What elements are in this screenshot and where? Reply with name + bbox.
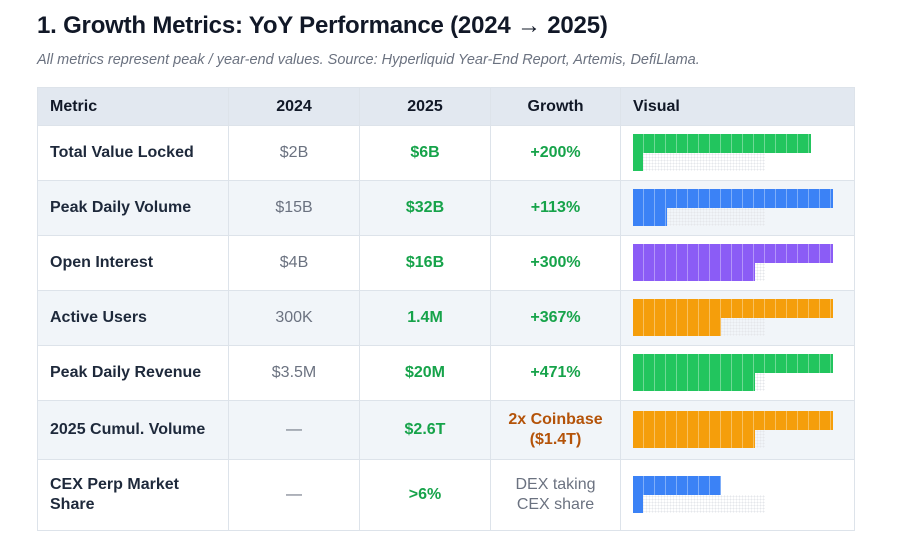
growth-value: +471%	[490, 345, 621, 401]
value-2025: $2.6T	[359, 400, 491, 460]
comparison-bar	[633, 354, 833, 392]
value-2024: $2B	[228, 125, 360, 181]
value-2025: $16B	[359, 235, 491, 291]
value-2024: —	[228, 400, 360, 460]
comparison-bar	[633, 134, 833, 172]
metric-name: Peak Daily Revenue	[37, 345, 229, 401]
visual-cell	[620, 459, 855, 531]
table-row: Peak Daily Revenue $3.5M $20M +471%	[37, 345, 855, 401]
value-2024: $3.5M	[228, 345, 360, 401]
visual-cell	[620, 345, 855, 401]
bar-2024	[633, 208, 667, 226]
metric-name: Peak Daily Volume	[37, 180, 229, 236]
bar-track	[633, 495, 765, 513]
value-2025: $6B	[359, 125, 491, 181]
table-row: Open Interest $4B $16B +300%	[37, 235, 855, 291]
metric-name: Total Value Locked	[37, 125, 229, 181]
header-2025: 2025	[359, 87, 491, 126]
visual-cell	[620, 400, 855, 460]
page-subtitle: All metrics represent peak / year-end va…	[37, 52, 700, 68]
bar-2025	[633, 299, 833, 318]
comparison-bar	[633, 476, 833, 514]
table-header-row: Metric 2024 2025 Growth Visual	[37, 87, 855, 126]
metric-name: 2025 Cumul. Volume	[37, 400, 229, 460]
table-row: Total Value Locked $2B $6B +200%	[37, 125, 855, 181]
bar-2025	[633, 476, 721, 495]
comparison-bar	[633, 411, 833, 449]
visual-cell	[620, 290, 855, 346]
bar-2024	[633, 495, 643, 513]
growth-value: DEX taking CEX share	[490, 459, 621, 531]
value-2025: $32B	[359, 180, 491, 236]
value-2024: $15B	[228, 180, 360, 236]
header-metric: Metric	[37, 87, 229, 126]
metric-name: CEX Perp Market Share	[37, 459, 229, 531]
bar-2024	[633, 263, 755, 281]
value-2025: $20M	[359, 345, 491, 401]
comparison-bar	[633, 244, 833, 282]
value-2024: 300K	[228, 290, 360, 346]
bar-2025	[633, 354, 833, 373]
value-2024: $4B	[228, 235, 360, 291]
page-title: 1. Growth Metrics: YoY Performance (2024…	[37, 12, 608, 39]
bar-2024	[633, 318, 721, 336]
header-2024: 2024	[228, 87, 360, 126]
growth-value: 2x Coinbase ($1.4T)	[490, 400, 621, 460]
table-row: Active Users 300K 1.4M +367%	[37, 290, 855, 346]
bar-2025	[633, 134, 811, 153]
table-row: 2025 Cumul. Volume — $2.6T 2x Coinbase ($1.…	[37, 400, 855, 460]
bar-2024	[633, 153, 643, 171]
value-2025: 1.4M	[359, 290, 491, 346]
bar-2024	[633, 430, 755, 448]
visual-cell	[620, 125, 855, 181]
growth-value: +200%	[490, 125, 621, 181]
bar-2024	[633, 373, 755, 391]
growth-value: +113%	[490, 180, 621, 236]
bar-2025	[633, 189, 833, 208]
bar-2025	[633, 411, 833, 430]
table-row: Peak Daily Volume $15B $32B +113%	[37, 180, 855, 236]
growth-metrics-table: Metric 2024 2025 Growth Visual Total Val…	[37, 87, 855, 531]
growth-value: +300%	[490, 235, 621, 291]
comparison-bar	[633, 299, 833, 337]
value-2025: >6%	[359, 459, 491, 531]
metric-name: Active Users	[37, 290, 229, 346]
value-2024: —	[228, 459, 360, 531]
bar-2025	[633, 244, 833, 263]
header-visual: Visual	[620, 87, 855, 126]
growth-value: +367%	[490, 290, 621, 346]
visual-cell	[620, 235, 855, 291]
table-row: CEX Perp Market Share — >6% DEX taking CEX …	[37, 459, 855, 531]
header-growth: Growth	[490, 87, 621, 126]
bar-track	[633, 153, 765, 171]
visual-cell	[620, 180, 855, 236]
metric-name: Open Interest	[37, 235, 229, 291]
comparison-bar	[633, 189, 833, 227]
